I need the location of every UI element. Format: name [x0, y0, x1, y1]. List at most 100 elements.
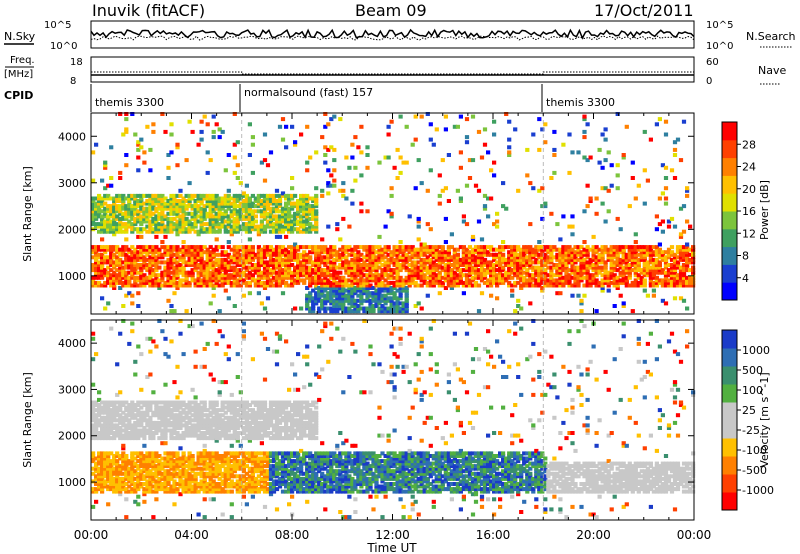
data-cell: [516, 252, 521, 257]
data-cell: [657, 252, 662, 257]
data-cell: [461, 252, 466, 257]
data-cell: [395, 306, 400, 311]
data-cell: [449, 263, 454, 267]
data-cell: [404, 280, 409, 285]
data-cell: [377, 252, 382, 257]
data-cell: [97, 224, 102, 229]
data-cell: [371, 273, 376, 278]
data-cell: [651, 257, 656, 262]
data-cell: [196, 214, 201, 219]
data-cell: [130, 265, 135, 270]
data-cell: [621, 252, 626, 257]
data-cell: [97, 456, 102, 461]
data-cell: [549, 247, 554, 252]
data-cell: [91, 408, 96, 413]
data-cell: [133, 219, 138, 224]
data-cell: [160, 252, 165, 257]
data-cell: [386, 265, 391, 270]
data-cell: [109, 280, 114, 285]
data-cell: [190, 275, 195, 280]
data-cell: [142, 403, 147, 407]
data-cell: [395, 265, 400, 270]
data-cell: [175, 209, 180, 214]
data-cell: [648, 283, 653, 288]
data-cell: [675, 260, 681, 265]
data-cell: [256, 265, 261, 270]
data-cell: [154, 247, 159, 252]
data-cell: [148, 247, 153, 252]
data-cell: [139, 278, 144, 283]
data-cell: [498, 270, 503, 275]
data-cell: [94, 482, 99, 486]
data-cell: [172, 265, 177, 270]
data-cell: [681, 273, 687, 278]
data-cell: [118, 420, 123, 425]
data-cell: [121, 224, 126, 229]
data-cell: [154, 206, 159, 211]
data-cell: [202, 245, 207, 250]
data-cell: [609, 268, 614, 273]
data-cell: [326, 183, 331, 188]
data-cell: [549, 273, 554, 278]
data-cell: [425, 112, 430, 116]
data-cell: [121, 456, 126, 461]
data-cell: [115, 471, 120, 476]
data-cell: [585, 268, 590, 273]
data-cell: [498, 273, 503, 278]
data-cell: [220, 219, 225, 224]
data-cell: [525, 273, 530, 278]
data-cell: [314, 257, 319, 262]
data-cell: [428, 245, 433, 250]
data-cell: [615, 245, 620, 250]
data-cell: [274, 222, 280, 227]
data-cell: [265, 247, 271, 252]
data-cell: [341, 245, 346, 250]
data-cell: [428, 273, 433, 278]
data-cell: [277, 199, 283, 203]
title: Inuvik (fitACF): [92, 1, 205, 20]
data-cell: [660, 298, 665, 303]
data-cell: [317, 309, 322, 314]
data-cell: [112, 247, 117, 252]
data-cell: [615, 112, 620, 116]
data-cell: [133, 263, 138, 267]
data-cell: [190, 270, 195, 275]
data-cell: [244, 250, 249, 255]
data-cell: [630, 176, 635, 180]
data-cell: [594, 283, 599, 288]
data-cell: [211, 268, 216, 273]
data-cell: [338, 296, 343, 301]
data-cell: [202, 193, 207, 198]
data-cell: [154, 456, 159, 461]
data-cell: [121, 211, 126, 216]
data-cell: [115, 487, 120, 492]
data-cell: [353, 165, 358, 170]
data-cell: [501, 204, 506, 209]
data-cell: [410, 263, 415, 267]
data-cell: [317, 288, 322, 293]
data-cell: [112, 232, 117, 237]
data-cell: [277, 216, 283, 221]
data-cell: [311, 196, 316, 201]
data-cell: [555, 222, 560, 227]
data-cell: [169, 199, 174, 203]
data-cell: [241, 222, 246, 227]
data-cell: [452, 280, 457, 285]
data-cell: [175, 252, 180, 257]
data-cell: [136, 283, 141, 288]
data-cell: [299, 222, 304, 227]
data-cell: [268, 199, 274, 203]
data-cell: [374, 275, 379, 280]
data-cell: [537, 117, 542, 122]
data-cell: [280, 263, 286, 267]
data-cell: [115, 405, 120, 410]
data-cell: [588, 199, 593, 203]
data-cell: [223, 199, 228, 203]
data-cell: [97, 263, 102, 267]
data-cell: [561, 278, 566, 283]
data-cell: [311, 304, 316, 308]
data-cell: [220, 250, 225, 255]
data-cell: [534, 247, 539, 252]
data-cell: [537, 278, 542, 283]
data-cell: [594, 280, 599, 285]
